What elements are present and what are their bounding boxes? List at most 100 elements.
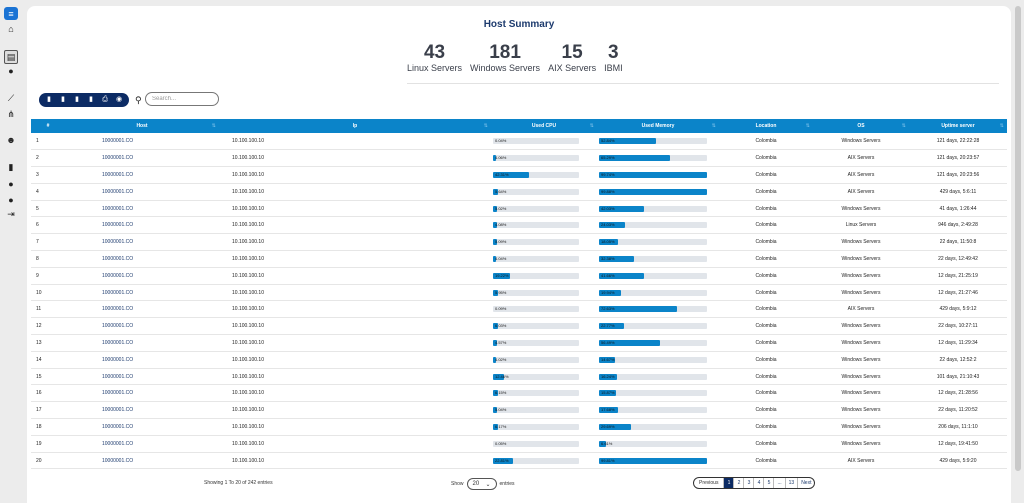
host-link[interactable]: 10000001.CO [102,255,134,262]
pagination: Previous 1 2 3 4 5... 13 Next [693,477,816,489]
globe-icon[interactable]: ● [8,66,14,76]
host-link[interactable]: 10000001.CO [102,272,134,279]
table-row[interactable]: 19 10000001.CO 10.100.100.10 0.05% 6.61% Colo… [31,435,1007,453]
col-header-ip[interactable]: Ip ⇅ [219,119,491,133]
print-icon[interactable]: ⎙ [102,96,108,103]
col-header-uptime[interactable]: Uptime server ⇅ [909,119,1007,133]
cpu-bar: 5.04% [493,407,579,414]
host-link[interactable]: 10000001.CO [102,390,134,397]
table-row[interactable]: 4 10000001.CO 10.100.100.10 5.64% 99.88% Colo… [31,183,1007,201]
pdf-icon[interactable]: ▮ [89,96,93,103]
table-row[interactable]: 16 10000001.CO 10.100.100.10 6.15% 15.87% Col… [31,385,1007,402]
host-link[interactable]: 10000001.CO [102,440,134,447]
host-link[interactable]: 10000001.CO [102,323,134,330]
table-row[interactable]: 20 10000001.CO 10.100.100.10 22.81% 99.81% Co… [31,452,1007,469]
database-icon[interactable]: ▮ [8,161,14,172]
page-button[interactable]: 13 [786,478,799,488]
excel-icon[interactable]: ▮ [75,96,79,103]
home-icon[interactable]: ⌂ [8,24,14,34]
uptime: 121 days, 20:23:57 [936,155,980,162]
col-header-memory[interactable]: Used Memory ⇅ [597,119,719,133]
server-list-icon[interactable]: ▤ [4,50,18,64]
host-link[interactable]: 10000001.CO [102,289,134,296]
host-link[interactable]: 10000001.CO [102,171,134,178]
page-button[interactable]: 5 [764,478,775,488]
on-badge-icon-2[interactable]: ● [8,195,14,205]
host-link[interactable]: 10000001.CO [102,356,134,363]
cpu-cell: 4.06% [491,150,597,167]
col-header-os[interactable]: OS ⇅ [813,119,909,133]
host-link[interactable]: 10000001.CO [102,188,134,195]
host-link[interactable]: 10000001.CO [102,239,134,246]
menu-icon[interactable]: ≡ [4,7,18,20]
table-row[interactable]: 11 10000001.CO 10.100.100.10 0.09% 72.63% Col… [31,301,1007,318]
users-icon[interactable]: ☻ [6,135,16,145]
memory-bar-fill [599,306,678,313]
table-row[interactable]: 2 10000001.CO 10.100.100.10 4.06% 65.29% Colo… [31,150,1007,167]
table-row[interactable]: 5 10000001.CO 10.100.100.10 5.02% 42.03% Colo… [31,200,1007,217]
page-button[interactable]: Previous [694,478,725,488]
table-row[interactable]: 17 10000001.CO 10.100.100.10 5.04% 17.68% Col… [31,402,1007,419]
uptime: 22 days, 10:27:11 [938,323,978,330]
memory-bar: 18.05% [599,239,707,246]
table-row[interactable]: 8 10000001.CO 10.100.100.10 4.04% 32.38% Colo… [31,251,1007,268]
page-button[interactable]: 2 [734,478,745,488]
cpu-bar: 4.04% [493,255,579,262]
col-header-label: Host [136,123,148,129]
col-header-location[interactable]: Location ⇅ [719,119,813,133]
memory-bar-fill [599,239,619,246]
page-size-select[interactable]: 20 ⌄ [466,478,497,490]
scrollbar[interactable] [1015,6,1021,471]
table-row[interactable]: 6 10000001.CO 10.100.100.10 4.08% 24.03% Colo… [31,217,1007,234]
host-link[interactable]: 10000001.CO [102,155,134,162]
search-input[interactable] [145,92,219,106]
ip-address: 10.100.100.10 [232,171,264,178]
table-row[interactable]: 12 10000001.CO 10.100.100.10 6.03% 22.77% Col… [31,318,1007,335]
host-link[interactable]: 10000001.CO [102,457,134,464]
row-index: 8 [36,255,39,262]
table-row[interactable]: 14 10000001.CO 10.100.100.10 4.02% 14.67% Col… [31,351,1007,369]
host-link[interactable]: 10000001.CO [102,306,134,313]
col-header-index[interactable]: # [31,119,65,133]
uptime: 121 days, 20:23:56 [936,171,980,178]
page-button[interactable]: 1 [724,478,735,488]
column-visibility-icon[interactable]: ◉ [115,96,123,103]
page-button[interactable]: 3 [744,478,755,488]
cpu-label: 5.95% [495,289,507,295]
host-link[interactable]: 10000001.CO [102,138,134,145]
table-row[interactable]: 10 10000001.CO 10.100.100.10 5.95% 19.94% Col… [31,284,1007,301]
logout-icon[interactable]: ⇥ [7,208,15,219]
memory-label: 14.67% [601,356,615,362]
page-button[interactable]: ... [774,478,786,488]
memory-bar: 22.77% [599,323,707,330]
sitemap-icon[interactable]: ⋔ [7,108,15,119]
table-row[interactable]: 1 10000001.CO 10.100.100.10 0.04% 52.84% Colo… [31,133,1007,150]
host-link[interactable]: 10000001.CO [102,373,134,380]
table-row[interactable]: 3 10000001.CO 10.100.100.10 42.31% 99.74% Col… [31,167,1007,184]
host-link[interactable]: 10000001.CO [102,407,134,414]
col-header-host[interactable]: Host ⇅ [65,119,219,133]
cpu-bar: 4.57% [493,339,579,346]
on-badge-icon[interactable]: ● [8,179,14,189]
memory-cell: 6.61% [597,435,719,452]
table-row[interactable]: 13 10000001.CO 10.100.100.10 4.57% 56.49% Col… [31,335,1007,352]
location: Colombia [755,222,777,229]
line-chart-icon[interactable]: ⟋ [7,92,15,103]
host-link[interactable]: 10000001.CO [102,339,134,346]
uptime: 12 days, 21:27:46 [938,289,978,296]
stat-aix: 15 AIX Servers [548,43,596,74]
table-row[interactable]: 7 10000001.CO 10.100.100.10 5.09% 18.05% Colo… [31,234,1007,251]
host-link[interactable]: 10000001.CO [102,205,134,212]
host-link[interactable]: 10000001.CO [102,423,134,430]
cpu-bar-fill [493,239,498,246]
copy-icon[interactable]: ▮ [47,96,51,103]
page-button[interactable]: 4 [754,478,765,488]
table-row[interactable]: 15 10000001.CO 10.100.100.10 12.46% 16.24% Co… [31,368,1007,385]
page-button[interactable]: Next [801,480,812,486]
csv-icon[interactable]: ▮ [61,96,65,103]
table-row[interactable]: 9 10000001.CO 10.100.100.10 19.22% 41.66% Col… [31,267,1007,285]
table-row[interactable]: 18 10000001.CO 10.100.100.10 6.17% 29.69% Col… [31,419,1007,436]
memory-bar: 65.29% [599,155,707,162]
host-link[interactable]: 10000001.CO [102,222,134,229]
col-header-cpu[interactable]: Used CPU ⇅ [491,119,597,133]
